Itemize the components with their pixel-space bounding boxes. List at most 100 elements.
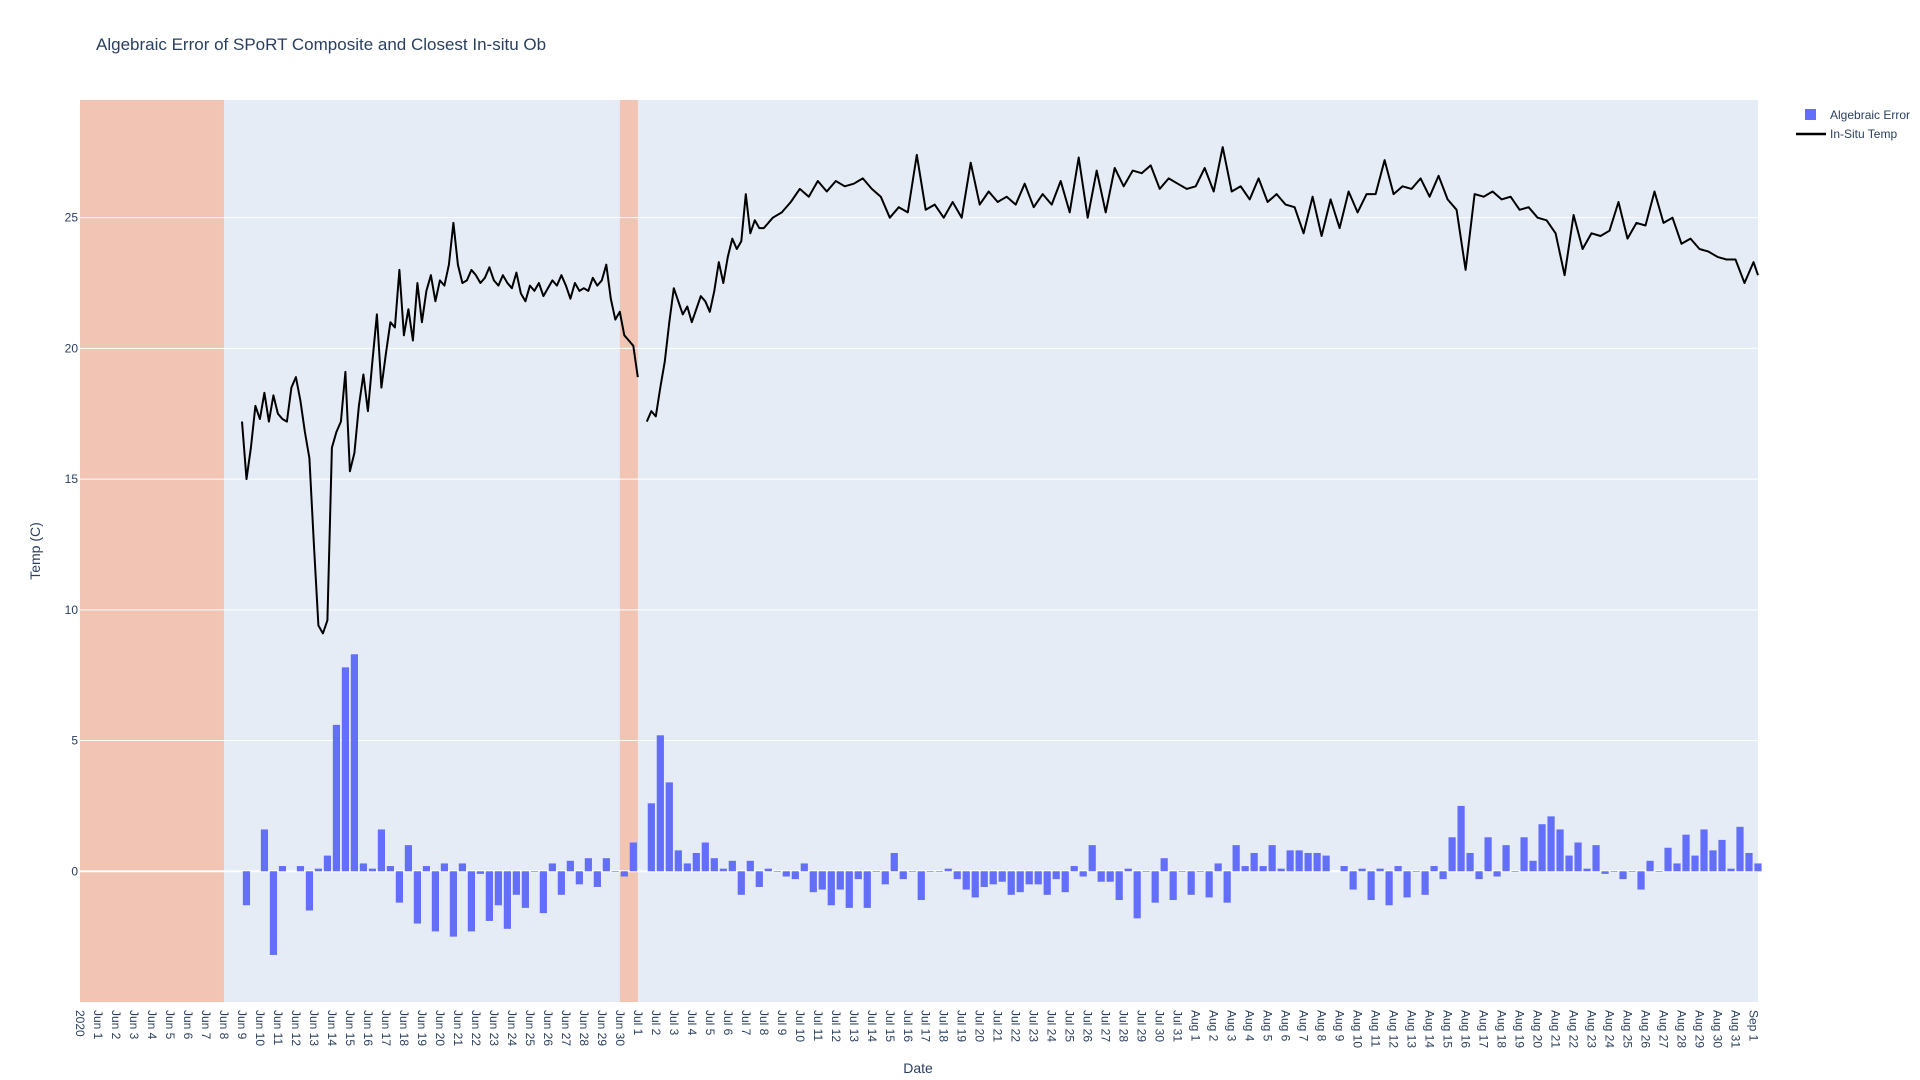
- chart-title: Algebraic Error of SPoRT Composite and C…: [96, 35, 546, 54]
- error-bar: [458, 863, 466, 872]
- error-bar: [1709, 850, 1717, 872]
- y-tick-label: 25: [65, 211, 79, 225]
- x-tick-label: Jun 24: [505, 1010, 519, 1046]
- x-tick-label: Jul 28: [1117, 1010, 1131, 1042]
- error-bar: [1070, 866, 1078, 872]
- error-bar: [1565, 855, 1573, 872]
- x-tick-label: Jun 15: [343, 1010, 357, 1046]
- error-bar: [989, 871, 997, 885]
- x-tick-label: Jul 10: [793, 1010, 807, 1042]
- x-tick-label: Jun 29: [595, 1010, 609, 1046]
- error-bar: [1520, 837, 1528, 872]
- error-bar: [476, 871, 484, 874]
- x-tick-label: Aug 1: [1189, 1010, 1203, 1042]
- error-bar: [1295, 850, 1303, 872]
- x-tick-label: Jun 13: [307, 1010, 321, 1046]
- error-bar: [971, 871, 979, 898]
- error-bar: [1187, 871, 1195, 895]
- x-tick-label: Aug 15: [1441, 1010, 1455, 1048]
- error-bar: [1043, 871, 1051, 895]
- x-tick-label: Jun 18: [397, 1010, 411, 1046]
- error-bar: [1511, 871, 1519, 872]
- x-tick-label: Aug 29: [1693, 1010, 1707, 1048]
- error-bar: [530, 871, 538, 872]
- bar-series-algebraic-error: [242, 654, 1762, 955]
- x-tick-label: Aug 10: [1351, 1010, 1365, 1048]
- error-bar: [773, 871, 781, 872]
- error-bar: [1241, 866, 1249, 872]
- x-tick-label: Jun 23: [487, 1010, 501, 1046]
- error-bar: [1268, 845, 1276, 872]
- x-tick-label: Jul 5: [703, 1010, 717, 1036]
- error-bar: [782, 871, 790, 877]
- error-bar: [1052, 871, 1060, 880]
- error-bar: [1277, 868, 1285, 872]
- error-bar: [1151, 871, 1159, 903]
- error-bar: [1655, 871, 1663, 872]
- x-tick-label: Aug 4: [1243, 1010, 1257, 1042]
- error-bar: [431, 871, 439, 932]
- error-bar: [368, 868, 377, 872]
- x-tick-label: Aug 14: [1423, 1010, 1437, 1048]
- x-tick-label: Jul 26: [1081, 1010, 1095, 1042]
- x-tick-label: Sep 1: [1747, 1010, 1761, 1042]
- error-bar: [1502, 845, 1510, 872]
- line-series-in-situ-temp: [241, 146, 1759, 635]
- x-tick-label: Jun 28: [577, 1010, 591, 1046]
- error-bar: [1628, 871, 1636, 872]
- x-tick-label: Aug 30: [1711, 1010, 1725, 1048]
- error-bar: [1313, 852, 1321, 872]
- error-bar: [1196, 871, 1204, 872]
- error-bar: [1583, 868, 1591, 872]
- x-tick-label: Aug 26: [1639, 1010, 1653, 1048]
- error-bar: [1664, 847, 1672, 872]
- error-bar: [566, 860, 574, 872]
- y-tick-label: 10: [65, 603, 79, 617]
- x-tick-label: Jun 16: [361, 1010, 375, 1046]
- x-tick-label: Aug 21: [1549, 1010, 1563, 1048]
- error-bar: [521, 871, 529, 908]
- error-bar: [350, 654, 359, 872]
- error-bar: [1466, 852, 1474, 872]
- error-bar: [1367, 871, 1375, 901]
- x-tick-label: Jun 3: [127, 1010, 141, 1040]
- x-tick-label: Aug 2: [1207, 1010, 1221, 1042]
- x-tick-label: Aug 28: [1675, 1010, 1689, 1048]
- error-bar: [404, 845, 413, 872]
- error-bar: [962, 871, 970, 890]
- error-bar: [809, 871, 817, 893]
- legend-bar-swatch: [1805, 109, 1816, 120]
- error-bar: [1016, 871, 1024, 893]
- error-bar: [1385, 871, 1393, 906]
- error-bar: [719, 868, 727, 872]
- x-tick-label: 2020: [73, 1010, 87, 1037]
- error-bar: [512, 871, 520, 895]
- error-bar: [1601, 871, 1609, 874]
- error-bar: [1178, 871, 1186, 872]
- error-bar: [620, 871, 628, 877]
- error-bar: [1682, 834, 1690, 872]
- error-bar: [1142, 871, 1150, 872]
- error-bar: [269, 871, 278, 955]
- x-tick-label: Aug 22: [1567, 1010, 1581, 1048]
- x-tick-label: Jun 17: [379, 1010, 393, 1046]
- x-tick-label: Jul 8: [757, 1010, 771, 1036]
- x-tick-label: Aug 25: [1621, 1010, 1635, 1048]
- error-bar: [359, 863, 368, 872]
- error-bar: [386, 866, 395, 872]
- x-tick-label: Jun 5: [163, 1010, 177, 1040]
- x-tick-label: Jun 30: [613, 1010, 627, 1046]
- error-bar: [1205, 871, 1213, 898]
- x-tick-label: Jul 29: [1135, 1010, 1149, 1042]
- error-bar: [1340, 866, 1348, 872]
- error-bar: [1025, 871, 1033, 885]
- error-bar: [1250, 852, 1258, 872]
- error-bar: [1133, 871, 1141, 919]
- x-tick-label: Aug 27: [1657, 1010, 1671, 1048]
- shaded-gaps: [80, 100, 638, 1002]
- error-bar: [710, 858, 718, 872]
- error-bar: [1088, 845, 1096, 872]
- error-bar: [755, 871, 763, 887]
- legend[interactable]: Algebraic Error In-Situ Temp: [1796, 108, 1910, 141]
- error-bar: [1457, 805, 1465, 872]
